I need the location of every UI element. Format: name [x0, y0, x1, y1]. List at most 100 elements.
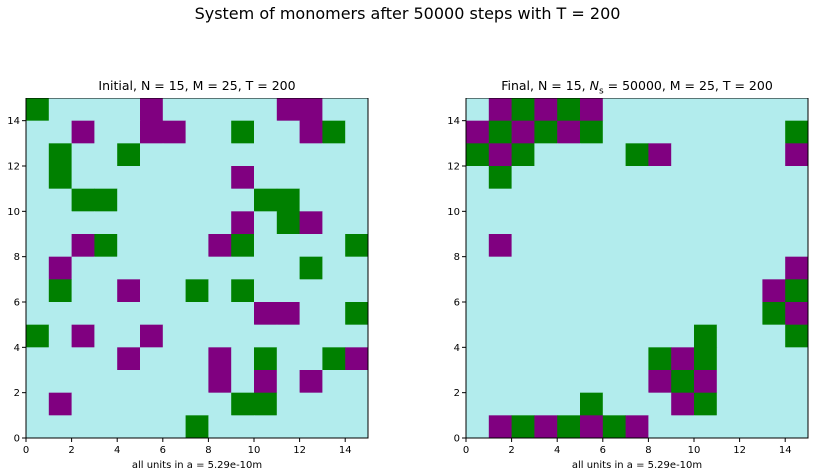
empty-cell: [534, 211, 558, 235]
empty-cell: [671, 415, 695, 439]
empty-cell: [71, 347, 95, 371]
empty-cell: [276, 120, 300, 144]
purple-monomer-cell: [671, 392, 695, 416]
empty-cell: [276, 279, 300, 303]
green-monomer-cell: [48, 166, 72, 190]
green-monomer-cell: [534, 120, 558, 144]
empty-cell: [511, 234, 535, 258]
empty-cell: [716, 234, 740, 258]
x-tick-label: 10: [688, 445, 701, 456]
empty-cell: [94, 143, 118, 167]
empty-cell: [648, 256, 672, 280]
empty-cell: [671, 302, 695, 326]
green-monomer-cell: [185, 279, 209, 303]
empty-cell: [534, 188, 558, 212]
empty-cell: [208, 120, 232, 144]
empty-cell: [94, 347, 118, 371]
green-monomer-cell: [231, 392, 255, 416]
empty-cell: [488, 256, 512, 280]
empty-cell: [488, 392, 512, 416]
green-monomer-cell: [231, 120, 255, 144]
empty-cell: [785, 392, 809, 416]
empty-cell: [488, 302, 512, 326]
empty-cell: [276, 256, 300, 280]
green-monomer-cell: [488, 166, 512, 190]
empty-cell: [48, 302, 72, 326]
empty-cell: [716, 143, 740, 167]
purple-monomer-cell: [557, 120, 581, 144]
empty-cell: [162, 211, 186, 235]
empty-cell: [694, 166, 718, 190]
empty-cell: [785, 234, 809, 258]
empty-cell: [26, 166, 50, 190]
empty-cell: [94, 392, 118, 416]
empty-cell: [648, 324, 672, 348]
empty-cell: [162, 98, 186, 122]
empty-cell: [762, 211, 786, 235]
y-tick-label: 10: [7, 207, 20, 218]
empty-cell: [117, 392, 141, 416]
empty-cell: [345, 256, 369, 280]
empty-cell: [140, 415, 164, 439]
empty-cell: [299, 166, 323, 190]
empty-cell: [231, 188, 255, 212]
empty-cell: [694, 415, 718, 439]
empty-cell: [716, 370, 740, 394]
purple-monomer-cell: [534, 98, 558, 122]
purple-monomer-cell: [511, 120, 535, 144]
empty-cell: [117, 256, 141, 280]
empty-cell: [739, 166, 763, 190]
empty-cell: [48, 415, 72, 439]
empty-cell: [48, 370, 72, 394]
purple-monomer-cell: [488, 98, 512, 122]
green-monomer-cell: [254, 188, 278, 212]
empty-cell: [94, 415, 118, 439]
empty-cell: [739, 188, 763, 212]
empty-cell: [580, 143, 604, 167]
empty-cell: [671, 211, 695, 235]
empty-cell: [716, 324, 740, 348]
empty-cell: [208, 256, 232, 280]
empty-cell: [276, 392, 300, 416]
empty-cell: [625, 279, 649, 303]
empty-cell: [716, 415, 740, 439]
green-monomer-cell: [231, 234, 255, 258]
empty-cell: [162, 392, 186, 416]
green-monomer-cell: [625, 143, 649, 167]
purple-monomer-cell: [231, 211, 255, 235]
empty-cell: [140, 392, 164, 416]
empty-cell: [117, 324, 141, 348]
empty-cell: [625, 370, 649, 394]
x-tick-label: 0: [463, 445, 469, 456]
empty-cell: [94, 256, 118, 280]
empty-cell: [345, 279, 369, 303]
empty-cell: [71, 256, 95, 280]
empty-cell: [71, 143, 95, 167]
empty-cell: [557, 370, 581, 394]
empty-cell: [602, 166, 626, 190]
empty-cell: [671, 234, 695, 258]
empty-cell: [94, 166, 118, 190]
empty-cell: [488, 279, 512, 303]
green-monomer-cell: [231, 279, 255, 303]
purple-monomer-cell: [762, 279, 786, 303]
empty-cell: [625, 234, 649, 258]
empty-cell: [534, 279, 558, 303]
final-heatmap: 0 2 4 6 8 10 12 14 0 2 4 6 8 10 12 14 all units in a = 5…: [447, 98, 809, 471]
empty-cell: [557, 211, 581, 235]
green-monomer-cell: [299, 256, 323, 280]
empty-cell: [231, 143, 255, 167]
empty-cell: [739, 256, 763, 280]
y-tick-label: 6: [14, 298, 20, 309]
green-monomer-cell: [185, 415, 209, 439]
empty-cell: [739, 324, 763, 348]
empty-cell: [322, 143, 346, 167]
empty-cell: [140, 279, 164, 303]
empty-cell: [345, 415, 369, 439]
empty-cell: [671, 324, 695, 348]
green-monomer-cell: [511, 415, 535, 439]
empty-cell: [117, 120, 141, 144]
empty-cell: [345, 188, 369, 212]
empty-cell: [557, 392, 581, 416]
x-axis-label: all units in a = 5.29e-10m: [572, 460, 702, 471]
